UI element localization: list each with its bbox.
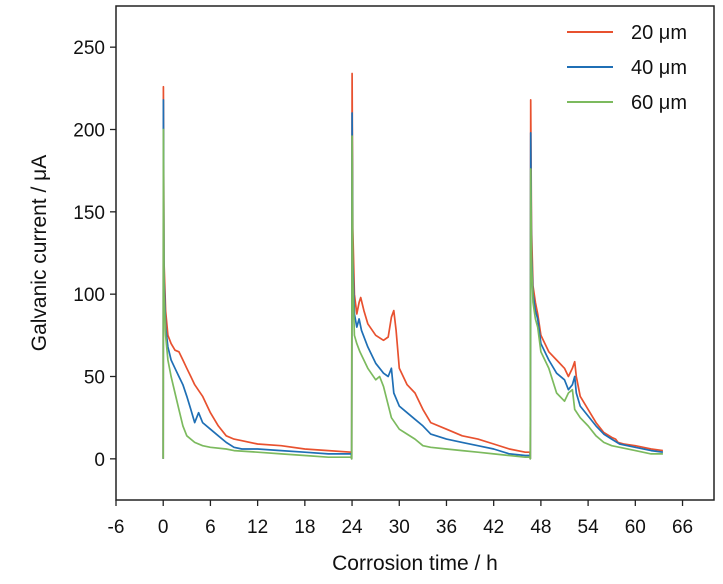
x-tick-label: 66 (672, 517, 693, 538)
y-tick-label: 50 (84, 368, 105, 389)
y-axis-ticks: 0 50 100 150 200 250 (73, 38, 116, 471)
x-axis-title: Corrosion time / h (332, 552, 498, 575)
y-tick-label: 250 (73, 38, 105, 59)
y-tick-label: 100 (73, 285, 105, 306)
legend: 20 μm 40 μm 60 μm (567, 22, 687, 114)
series-layer (162, 72, 664, 460)
series-line-3 (162, 128, 663, 460)
y-axis-title: Galvanic current / μA (28, 155, 51, 352)
y-tick-label: 0 (94, 450, 105, 471)
x-tick-label: 18 (294, 517, 315, 538)
x-tick-label: 36 (436, 517, 457, 538)
x-tick-label: 60 (625, 517, 646, 538)
x-tick-label: 48 (530, 517, 551, 538)
legend-label-1: 20 μm (631, 22, 687, 44)
x-tick-label: 30 (389, 517, 410, 538)
y-tick-label: 150 (73, 203, 105, 224)
plot-frame (115, 5, 715, 501)
y-tick-label: 200 (73, 121, 105, 142)
x-axis-ticks: -6 0 6 12 18 24 30 36 42 48 54 60 66 (108, 500, 693, 538)
series-line-1 (162, 72, 664, 460)
x-tick-label: -6 (108, 517, 125, 538)
legend-label-2: 40 μm (631, 57, 687, 79)
series-line-2 (162, 99, 664, 460)
x-tick-label: 42 (483, 517, 504, 538)
x-tick-label: 12 (247, 517, 268, 538)
legend-label-3: 60 μm (631, 92, 687, 114)
x-tick-label: 0 (158, 517, 169, 538)
x-tick-label: 54 (578, 517, 600, 538)
x-tick-label: 24 (341, 517, 363, 538)
x-tick-label: 6 (205, 517, 216, 538)
